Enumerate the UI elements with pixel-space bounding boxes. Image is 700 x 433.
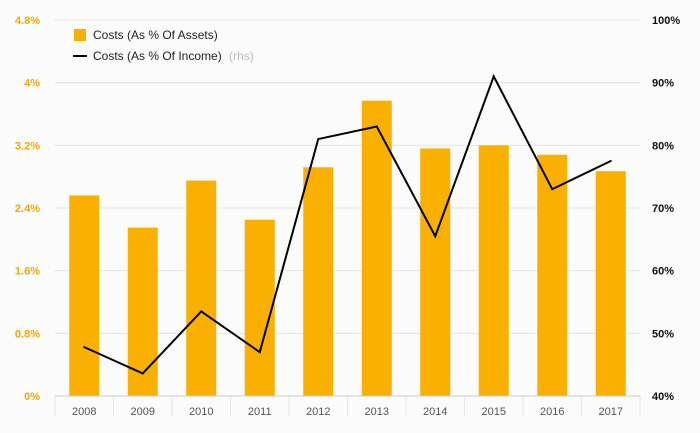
line-point-2017 (609, 160, 612, 162)
bar-2012 (303, 167, 334, 396)
line-path (83, 73, 612, 375)
bar-2014 (420, 148, 451, 396)
bar-2010 (186, 180, 217, 396)
y-left-tick-label: 3.2% (15, 140, 40, 152)
y-right-tick-label: 90% (652, 78, 674, 90)
y-left-tick-label: 1.6% (15, 266, 40, 278)
y-right-tick-label: 60% (652, 266, 674, 278)
line-point-2008 (83, 346, 86, 349)
y-right-tick-label: 40% (652, 391, 674, 403)
bar-2008 (69, 195, 100, 396)
x-tick-label: 2014 (423, 406, 447, 418)
line-point-2009 (141, 372, 144, 375)
y-left-tick-label: 0% (24, 391, 40, 403)
y-axis-right: 40% 50% 60% 70% 80% 90% 100% (652, 15, 680, 403)
legend-label-bar: Costs (As % Of Assets) (93, 28, 218, 42)
x-tick-label: 2015 (482, 406, 506, 418)
y-right-tick-label: 100% (652, 15, 680, 27)
line-series-costs-income (83, 73, 612, 375)
bar-2013 (361, 100, 392, 396)
legend-label-line-rhs: (rhs) (229, 49, 254, 63)
x-tick-label: 2008 (72, 406, 96, 418)
line-point-2013 (375, 125, 378, 128)
x-tick-label: 2010 (189, 406, 213, 418)
y-left-tick-label: 0.8% (15, 328, 40, 340)
x-tick-label: 2016 (540, 406, 564, 418)
bar-2017 (595, 171, 626, 396)
y-left-tick-label: 4.8% (15, 15, 40, 27)
legend-label-line: Costs (As % Of Income) (rhs) (93, 49, 254, 63)
x-tick-label: 2013 (365, 406, 389, 418)
bar-series-costs-assets (69, 100, 626, 396)
line-point-2014 (434, 235, 437, 238)
y-right-tick-label: 70% (652, 203, 674, 215)
line-point-2016 (551, 188, 554, 191)
bar-2011 (244, 219, 275, 396)
x-tick-label: 2012 (306, 406, 330, 418)
bar-2009 (127, 227, 158, 396)
legend-label-line-text: Costs (As % Of Income) (93, 49, 222, 63)
bar-2015 (478, 145, 509, 396)
x-tick-label: 2011 (248, 406, 272, 418)
y-right-tick-label: 50% (652, 328, 674, 340)
y-left-tick-label: 4% (24, 78, 40, 90)
x-tick-label: 2009 (131, 406, 155, 418)
bar-2016 (537, 154, 568, 396)
legend: Costs (As % Of Assets) Costs (As % Of In… (73, 28, 254, 63)
line-point-2015 (492, 75, 495, 78)
y-right-tick-label: 80% (652, 140, 674, 152)
x-tick-label: 2017 (599, 406, 623, 418)
y-left-tick-label: 2.4% (15, 203, 40, 215)
x-axis: 2008 2009 2010 2011 2012 2013 2014 2015 2016 2017 (54, 395, 641, 418)
y-axis-left: 0% 0.8% 1.6% 2.4% 3.2% 4% 4.8% (15, 15, 40, 403)
line-point-2010 (200, 310, 203, 313)
line-point-2011 (258, 351, 261, 354)
legend-swatch-bar (74, 29, 86, 41)
line-point-2012 (317, 138, 320, 141)
